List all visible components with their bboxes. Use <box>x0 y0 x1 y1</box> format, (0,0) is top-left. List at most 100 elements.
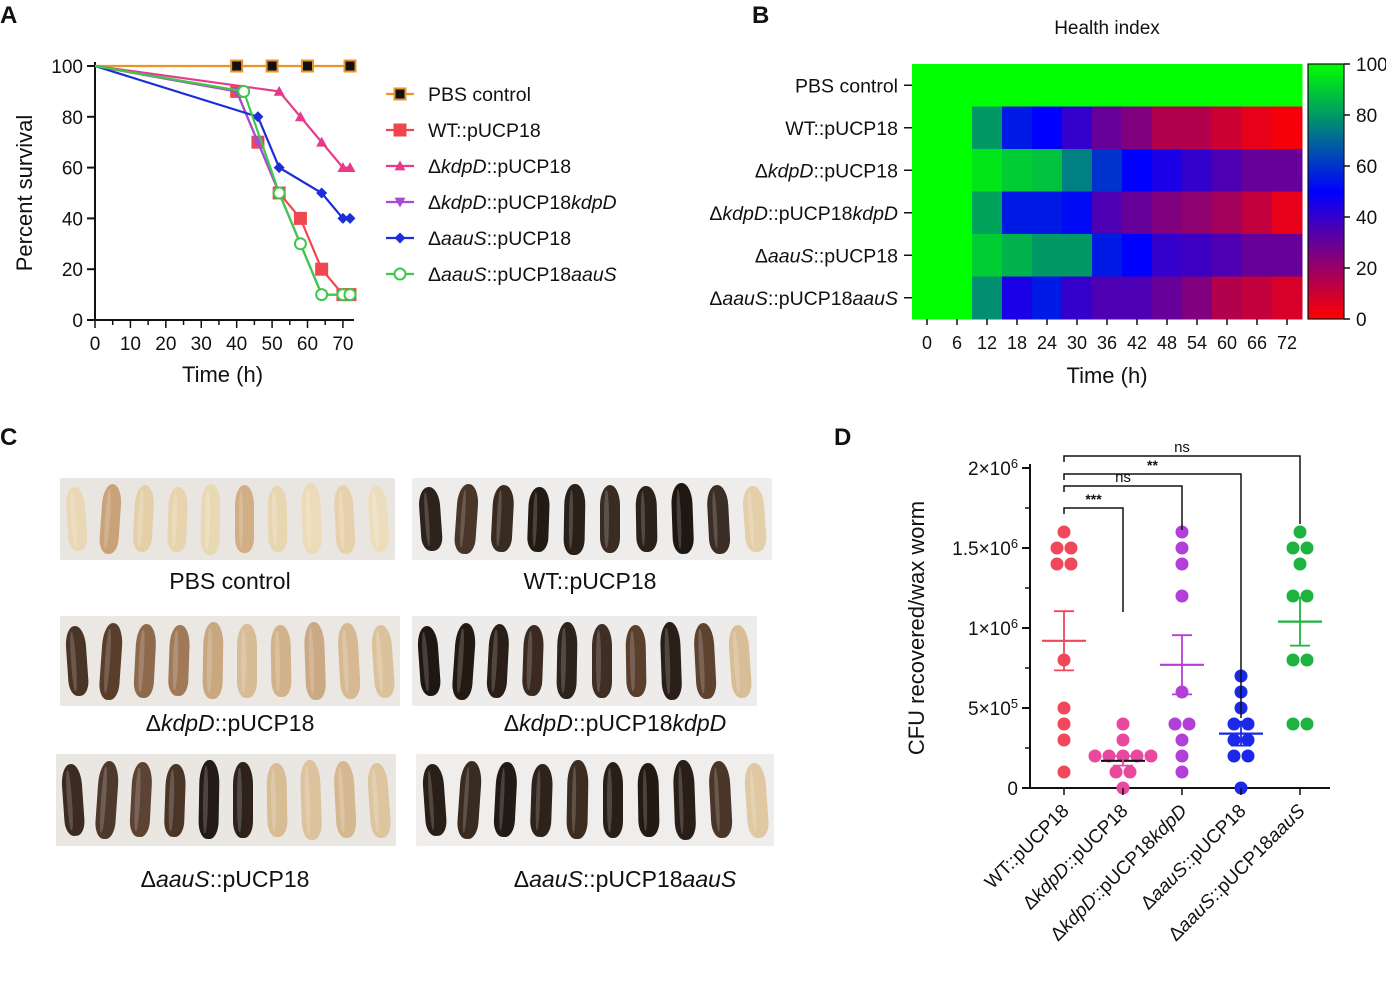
larva <box>167 625 191 697</box>
legend-label: ΔkdpD::pUCP18 <box>428 156 571 178</box>
data-point <box>272 186 286 200</box>
heatmap-cell <box>1062 64 1093 107</box>
larva <box>234 484 254 554</box>
heatmap-cell <box>942 191 973 235</box>
data-point <box>1116 717 1130 731</box>
x-tick-label: 40 <box>226 334 247 355</box>
data-point <box>343 59 357 73</box>
larva <box>303 621 327 701</box>
larva <box>486 623 511 699</box>
data-point <box>1130 749 1144 763</box>
larva <box>566 760 589 840</box>
data-point <box>1293 525 1307 539</box>
colorbar-tick-label: 60 <box>1356 157 1377 178</box>
survival-line-chart: 0 20 40 60 80 100 0 10 20 30 40 50 60 70 Time (h) Perce… <box>12 57 617 387</box>
larva <box>727 623 753 699</box>
larva <box>602 761 624 839</box>
heatmap-cell <box>972 106 1003 150</box>
group-points <box>1088 717 1158 795</box>
data-point <box>1057 701 1071 715</box>
larva <box>166 486 189 552</box>
caption-part: PBS control <box>169 568 291 594</box>
x-tick-label: 48 <box>1157 333 1177 353</box>
heatmap-cell <box>1092 234 1123 277</box>
heatmap-cell <box>942 234 973 277</box>
larva <box>591 623 612 699</box>
heatmap-cell <box>1122 276 1153 320</box>
y-tick-label: 1×106 <box>968 616 1018 641</box>
heatmap-cell <box>1152 276 1183 320</box>
heatmap-row <box>912 64 1303 107</box>
y-tick-label: 40 <box>62 209 83 230</box>
legend-label: ΔkdpD::pUCP18kdpD <box>428 192 617 214</box>
bracket-line <box>1063 473 1242 718</box>
heatmap-cell <box>912 106 943 150</box>
legend-label: PBS control <box>428 84 531 106</box>
heatmap-cell <box>1212 106 1243 150</box>
larva <box>670 482 694 555</box>
colorbar-tick-label: 80 <box>1356 106 1377 127</box>
larva <box>202 622 224 700</box>
heatmap-cell <box>1032 149 1063 192</box>
x-tick-label: 60 <box>1217 333 1237 353</box>
y-tick-label: 0 <box>72 311 83 332</box>
row-label: PBS control <box>795 75 898 97</box>
heatmap-cell <box>1272 276 1303 320</box>
bracket-line <box>1063 485 1183 530</box>
x-tick-label: 42 <box>1127 333 1147 353</box>
larva <box>693 622 718 700</box>
heatmap-cell <box>1242 234 1273 277</box>
larvae-photo-panel: PBS control WT::pUCP18 ΔkdpD::pUCP18 ΔkdpD:… <box>0 420 820 984</box>
x-tick-label: 66 <box>1247 333 1267 353</box>
data-point <box>1175 749 1189 763</box>
heatmap-cell <box>1182 276 1213 320</box>
panel-letter-d: D <box>834 424 852 451</box>
heatmap-cell <box>1062 191 1093 235</box>
heatmap-cell <box>1062 149 1093 192</box>
row-label: ΔaauS::pUCP18 <box>755 245 898 267</box>
larva <box>94 760 120 840</box>
larva <box>133 623 157 699</box>
heatmap-cell <box>972 234 1003 277</box>
row-label: ΔkdpD::pUCP18 <box>755 160 898 182</box>
row-label: ΔaauS::pUCP18aauS <box>709 288 898 310</box>
series-ΔaauS::pUCP18 <box>94 64 356 224</box>
larvae-photo <box>412 478 772 560</box>
larva <box>366 485 391 553</box>
heatmap-cell <box>1032 191 1063 235</box>
heatmap-cell <box>972 276 1003 320</box>
x-tick-label: 72 <box>1277 333 1297 353</box>
bracket-line <box>1063 507 1124 612</box>
data-point <box>316 136 328 147</box>
data-point <box>315 288 329 302</box>
heatmap-cell <box>1152 149 1183 192</box>
data-point <box>294 111 306 122</box>
heatmap-cell <box>1092 64 1123 107</box>
x-tick-label: 60 <box>297 334 318 355</box>
data-point <box>343 288 357 302</box>
x-tick-label: 0 <box>922 333 932 353</box>
data-point <box>301 59 314 73</box>
larva <box>337 622 361 700</box>
heatmap-cell <box>1182 191 1213 235</box>
heatmap-cell <box>1182 106 1213 150</box>
data-point <box>1123 765 1137 779</box>
data-point <box>1300 589 1314 603</box>
row-label: WT::pUCP18 <box>785 118 898 140</box>
group-points <box>1042 525 1086 779</box>
larva <box>64 625 90 697</box>
colorbar-tick-label: 40 <box>1356 208 1377 229</box>
x-tick-label: 10 <box>120 334 141 355</box>
legend-label: ΔaauS::pUCP18aauS <box>428 264 617 286</box>
photo-caption: WT::pUCP18 <box>390 568 790 595</box>
data-point <box>344 162 356 172</box>
group-points <box>1219 669 1263 795</box>
data-point <box>1088 749 1102 763</box>
data-point <box>1057 717 1071 731</box>
data-point <box>1241 733 1255 747</box>
x-tick-label: 20 <box>155 334 176 355</box>
larva <box>233 761 253 839</box>
data-point <box>1175 765 1189 779</box>
heatmap-cell <box>1242 149 1273 192</box>
